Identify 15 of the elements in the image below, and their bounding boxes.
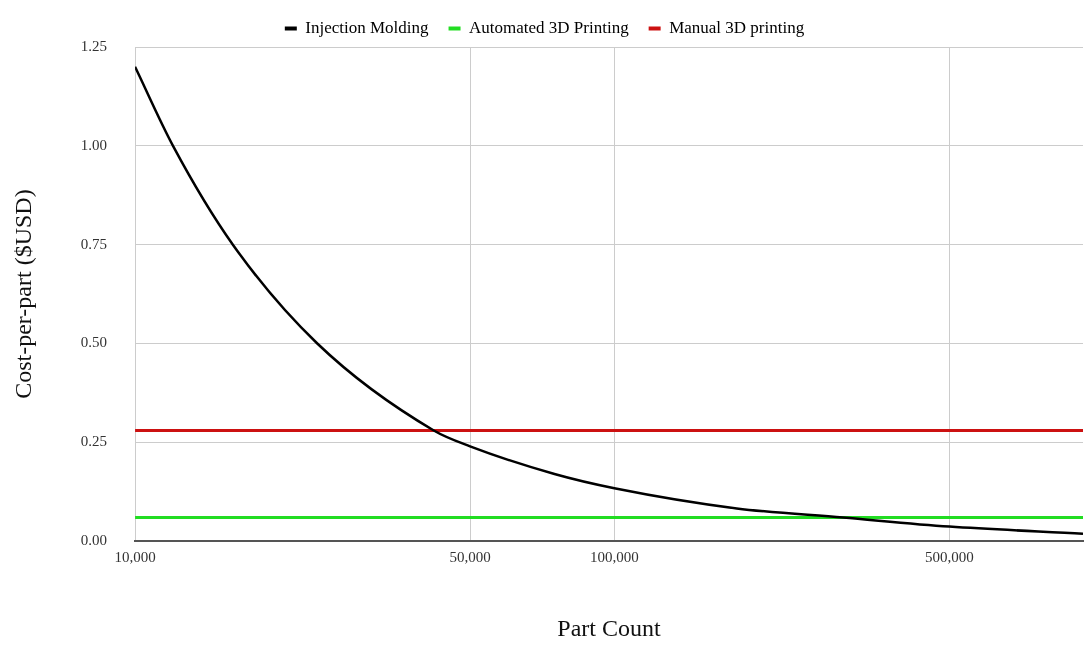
y-tick-label: 0.75 bbox=[80, 235, 108, 252]
x-axis-title: Part Count bbox=[557, 614, 662, 641]
y-axis-title: Cost-per-part ($USD) bbox=[9, 189, 36, 399]
y-tick-label: 0.50 bbox=[80, 334, 108, 351]
x-tick-label: 500,000 bbox=[925, 549, 974, 566]
y-tick-label: 0.25 bbox=[80, 433, 108, 450]
legend-label: Injection Molding bbox=[305, 17, 430, 37]
y-tick-label: 1.00 bbox=[80, 136, 108, 153]
legend-label: Automated 3D Printing bbox=[469, 17, 630, 37]
x-tick-label: 100,000 bbox=[589, 549, 639, 566]
y-tick-label: 1.25 bbox=[80, 37, 108, 54]
x-tick-label: 10,000 bbox=[114, 549, 156, 566]
y-tick-label: 0.00 bbox=[80, 532, 108, 549]
x-tick-label: 50,000 bbox=[449, 549, 491, 566]
legend-label: Manual 3D printing bbox=[669, 17, 805, 37]
